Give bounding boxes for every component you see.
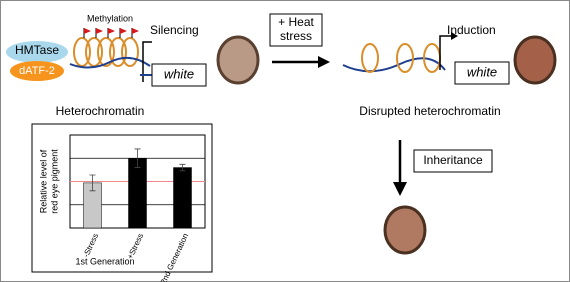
x-axis-label: 1st Generation bbox=[75, 256, 134, 266]
arrowhead bbox=[451, 32, 458, 40]
arrowhead bbox=[318, 56, 330, 68]
silencing-bar bbox=[142, 41, 152, 82]
factor-label: dATF-2 bbox=[19, 65, 55, 77]
dna bbox=[69, 56, 151, 69]
gene-label: white bbox=[164, 66, 194, 81]
induction-label: Induction bbox=[447, 23, 496, 37]
inheritance-label: Inheritance bbox=[423, 153, 483, 167]
bar bbox=[128, 158, 147, 229]
error-bar bbox=[134, 148, 141, 168]
gene-label: white bbox=[467, 64, 497, 79]
eye-image bbox=[383, 205, 427, 255]
flags bbox=[83, 28, 139, 38]
nucleosomes bbox=[73, 37, 139, 67]
inheritance-box bbox=[413, 149, 493, 173]
left-caption: Heterochromatin bbox=[56, 104, 145, 118]
hmtase-blob bbox=[6, 41, 68, 63]
right-caption: Disrupted heterochromatin bbox=[359, 104, 500, 118]
y-axis-label: red eye pigment bbox=[49, 149, 59, 214]
error-bar bbox=[179, 163, 186, 172]
dna bbox=[342, 57, 446, 73]
datf2-blob bbox=[10, 61, 64, 81]
y-axis-label: Relative level of bbox=[38, 149, 48, 213]
bar bbox=[173, 167, 192, 229]
eye-image bbox=[513, 35, 557, 85]
arrowhead bbox=[393, 182, 407, 196]
induction-arrow bbox=[439, 35, 452, 70]
gene-box bbox=[454, 61, 510, 85]
treatment-box bbox=[269, 13, 323, 47]
error-bar bbox=[89, 174, 96, 192]
methylation-label: Methylation bbox=[87, 13, 133, 23]
treatment-line: stress bbox=[280, 29, 312, 43]
eye-image bbox=[216, 35, 260, 85]
enzyme-label: HMTase bbox=[15, 43, 59, 57]
silencing-label: Silencing bbox=[150, 23, 199, 37]
treatment-line: + Heat bbox=[278, 15, 314, 29]
gene-box bbox=[151, 63, 207, 87]
